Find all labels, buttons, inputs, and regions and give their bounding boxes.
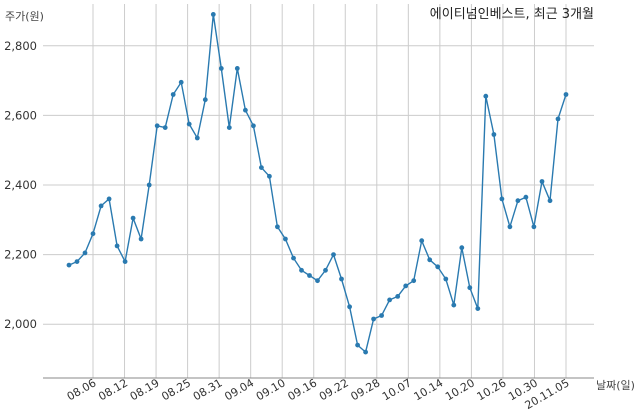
data-point bbox=[291, 255, 296, 261]
data-point bbox=[547, 198, 553, 204]
data-point bbox=[275, 224, 280, 230]
data-point bbox=[419, 238, 425, 244]
y-axis-title: 주가(원) bbox=[5, 10, 44, 23]
data-point bbox=[154, 123, 160, 129]
x-tick-label: 08.19 bbox=[128, 376, 162, 403]
y-tick-label: 2,800 bbox=[4, 39, 37, 53]
data-point bbox=[523, 194, 529, 200]
y-tick-labels: 2,000 2,200 2,400 2,600 2,800 bbox=[4, 39, 37, 331]
data-point bbox=[283, 236, 288, 242]
data-point bbox=[226, 125, 232, 130]
data-point bbox=[395, 294, 401, 299]
data-point bbox=[218, 66, 224, 71]
data-point bbox=[379, 313, 384, 318]
x-tick-label: 10.26 bbox=[475, 376, 509, 403]
data-point bbox=[307, 273, 312, 278]
data-point bbox=[411, 278, 417, 284]
data-point bbox=[138, 236, 144, 242]
data-point bbox=[555, 116, 561, 122]
y-tick-label: 2,200 bbox=[4, 248, 37, 262]
data-point bbox=[539, 179, 545, 184]
data-point bbox=[483, 93, 489, 99]
data-point bbox=[243, 107, 248, 113]
data-point bbox=[74, 259, 80, 264]
data-point bbox=[98, 203, 104, 209]
data-point bbox=[331, 252, 336, 257]
data-point bbox=[90, 231, 96, 237]
data-point bbox=[82, 250, 88, 256]
data-point bbox=[162, 125, 168, 130]
data-point bbox=[323, 267, 328, 273]
x-axis-title: 날짜(일) bbox=[596, 378, 635, 392]
data-point bbox=[106, 196, 112, 202]
x-tick-label: 08.12 bbox=[96, 376, 130, 403]
data-point bbox=[443, 276, 449, 282]
y-tick-label: 2,600 bbox=[4, 108, 37, 122]
x-tick-labels: 08.0608.1208.1908.2508.3109.0409.1009.16… bbox=[65, 376, 572, 412]
data-point bbox=[186, 121, 192, 127]
data-point bbox=[339, 276, 344, 282]
data-point bbox=[170, 92, 176, 97]
data-point bbox=[114, 243, 120, 249]
chart-title: 에이티넘인베스트, 최근 3개월 bbox=[430, 7, 594, 22]
y-tick-label: 2,000 bbox=[4, 317, 37, 331]
x-tick-label: 09.04 bbox=[222, 376, 256, 403]
data-point bbox=[202, 97, 208, 103]
price-line bbox=[68, 14, 567, 354]
data-points bbox=[66, 12, 569, 355]
data-point bbox=[66, 262, 72, 268]
data-point bbox=[363, 349, 368, 355]
data-point bbox=[194, 135, 200, 141]
x-tick-label: 10.20 bbox=[443, 376, 477, 403]
data-point bbox=[427, 257, 433, 263]
data-point bbox=[475, 306, 481, 311]
data-point bbox=[563, 92, 569, 97]
data-point bbox=[435, 264, 441, 270]
data-point bbox=[315, 278, 320, 284]
data-point bbox=[531, 224, 537, 230]
x-tick-label: 10.14 bbox=[412, 376, 446, 403]
x-tick-label: 08.06 bbox=[65, 376, 99, 403]
data-point bbox=[451, 302, 457, 308]
data-point bbox=[459, 245, 465, 251]
data-point bbox=[130, 215, 136, 221]
data-point bbox=[491, 132, 497, 137]
data-point bbox=[259, 165, 264, 171]
series-layer bbox=[66, 12, 569, 355]
data-point bbox=[122, 259, 128, 264]
x-tick-label: 09.28 bbox=[349, 376, 383, 403]
data-point bbox=[178, 79, 184, 85]
data-point bbox=[146, 182, 152, 188]
data-point bbox=[210, 12, 216, 17]
data-point bbox=[347, 304, 352, 310]
data-point bbox=[267, 173, 272, 179]
data-point bbox=[251, 123, 256, 129]
data-point bbox=[371, 316, 376, 322]
data-point bbox=[467, 285, 473, 291]
x-tick-label: 08.25 bbox=[159, 376, 193, 403]
data-point bbox=[403, 283, 409, 289]
data-point bbox=[299, 267, 304, 273]
data-point bbox=[387, 297, 392, 303]
data-point bbox=[499, 196, 505, 202]
x-tick-label: 09.10 bbox=[254, 376, 288, 403]
x-tick-label: 10.07 bbox=[380, 376, 414, 403]
y-tick-label: 2,400 bbox=[4, 178, 37, 192]
x-tick-label: 08.31 bbox=[191, 376, 225, 403]
x-tick-label: 09.22 bbox=[317, 376, 351, 403]
data-point bbox=[355, 342, 360, 348]
grid-lines bbox=[43, 4, 594, 378]
data-point bbox=[515, 198, 521, 204]
x-tick-label: 09.16 bbox=[285, 376, 319, 403]
data-point bbox=[234, 66, 240, 71]
data-point bbox=[507, 224, 513, 230]
